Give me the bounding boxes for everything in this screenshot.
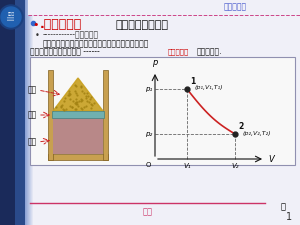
Bar bbox=[28, 0, 300, 15]
Text: 📖: 📖 bbox=[280, 202, 286, 211]
Text: V₁: V₁ bbox=[183, 163, 191, 169]
Bar bbox=[32, 0, 33, 225]
Text: •: • bbox=[35, 31, 40, 40]
Bar bbox=[53, 118, 103, 154]
Text: p: p bbox=[152, 58, 158, 67]
Text: (p₁,V₁,T₁): (p₁,V₁,T₁) bbox=[195, 86, 224, 90]
Bar bbox=[30, 0, 31, 225]
Bar bbox=[15, 0, 25, 225]
Bar bbox=[103, 70, 108, 160]
Text: (p₂,V₂,T₂): (p₂,V₂,T₂) bbox=[243, 130, 272, 135]
Text: 砂子: 砂子 bbox=[28, 86, 37, 94]
Text: V₂: V₂ bbox=[231, 163, 239, 169]
Text: 即平衡过稍.: 即平衡过稍. bbox=[197, 47, 223, 56]
Bar bbox=[29, 0, 30, 225]
Text: （理想化的过程）: （理想化的过程） bbox=[115, 20, 168, 30]
Bar bbox=[30, 57, 295, 165]
Bar bbox=[26, 0, 27, 225]
Text: 可近似当作平衡态的过程 ------: 可近似当作平衡态的过程 ------ bbox=[30, 47, 100, 56]
Bar bbox=[31, 0, 32, 225]
Text: 自考专注: 自考专注 bbox=[7, 17, 15, 21]
Text: O: O bbox=[146, 162, 151, 168]
Bar bbox=[28, 0, 29, 225]
Bar bbox=[48, 70, 53, 160]
Text: 1: 1 bbox=[286, 212, 292, 222]
Text: .准静态过程: .准静态过程 bbox=[40, 18, 82, 32]
Text: •: • bbox=[32, 20, 38, 30]
Text: 气体: 气体 bbox=[28, 137, 37, 146]
Text: 物理工: 物理工 bbox=[8, 12, 15, 16]
Bar bbox=[52, 111, 104, 118]
Text: 准静态过程: 准静态过程 bbox=[168, 49, 189, 55]
Text: 2: 2 bbox=[238, 122, 243, 131]
Polygon shape bbox=[53, 78, 103, 111]
Bar bbox=[0, 0, 15, 225]
Circle shape bbox=[0, 5, 23, 29]
Text: 热力学基础: 热力学基础 bbox=[224, 2, 247, 11]
Text: 1: 1 bbox=[190, 77, 195, 86]
Text: ------------热力学过程: ------------热力学过程 bbox=[43, 31, 99, 40]
Text: 热学: 热学 bbox=[143, 207, 153, 216]
Text: p₂: p₂ bbox=[145, 131, 152, 137]
Text: 活塞: 活塞 bbox=[28, 110, 37, 119]
Bar bbox=[48, 154, 108, 160]
Text: p₁: p₁ bbox=[145, 86, 152, 92]
Circle shape bbox=[1, 7, 21, 27]
Text: 从一个平衡态到另一平衡态所经过的每一中间状态均: 从一个平衡态到另一平衡态所经过的每一中间状态均 bbox=[43, 40, 149, 49]
Bar bbox=[27, 0, 28, 225]
Bar bbox=[25, 0, 26, 225]
Text: V: V bbox=[268, 155, 274, 164]
